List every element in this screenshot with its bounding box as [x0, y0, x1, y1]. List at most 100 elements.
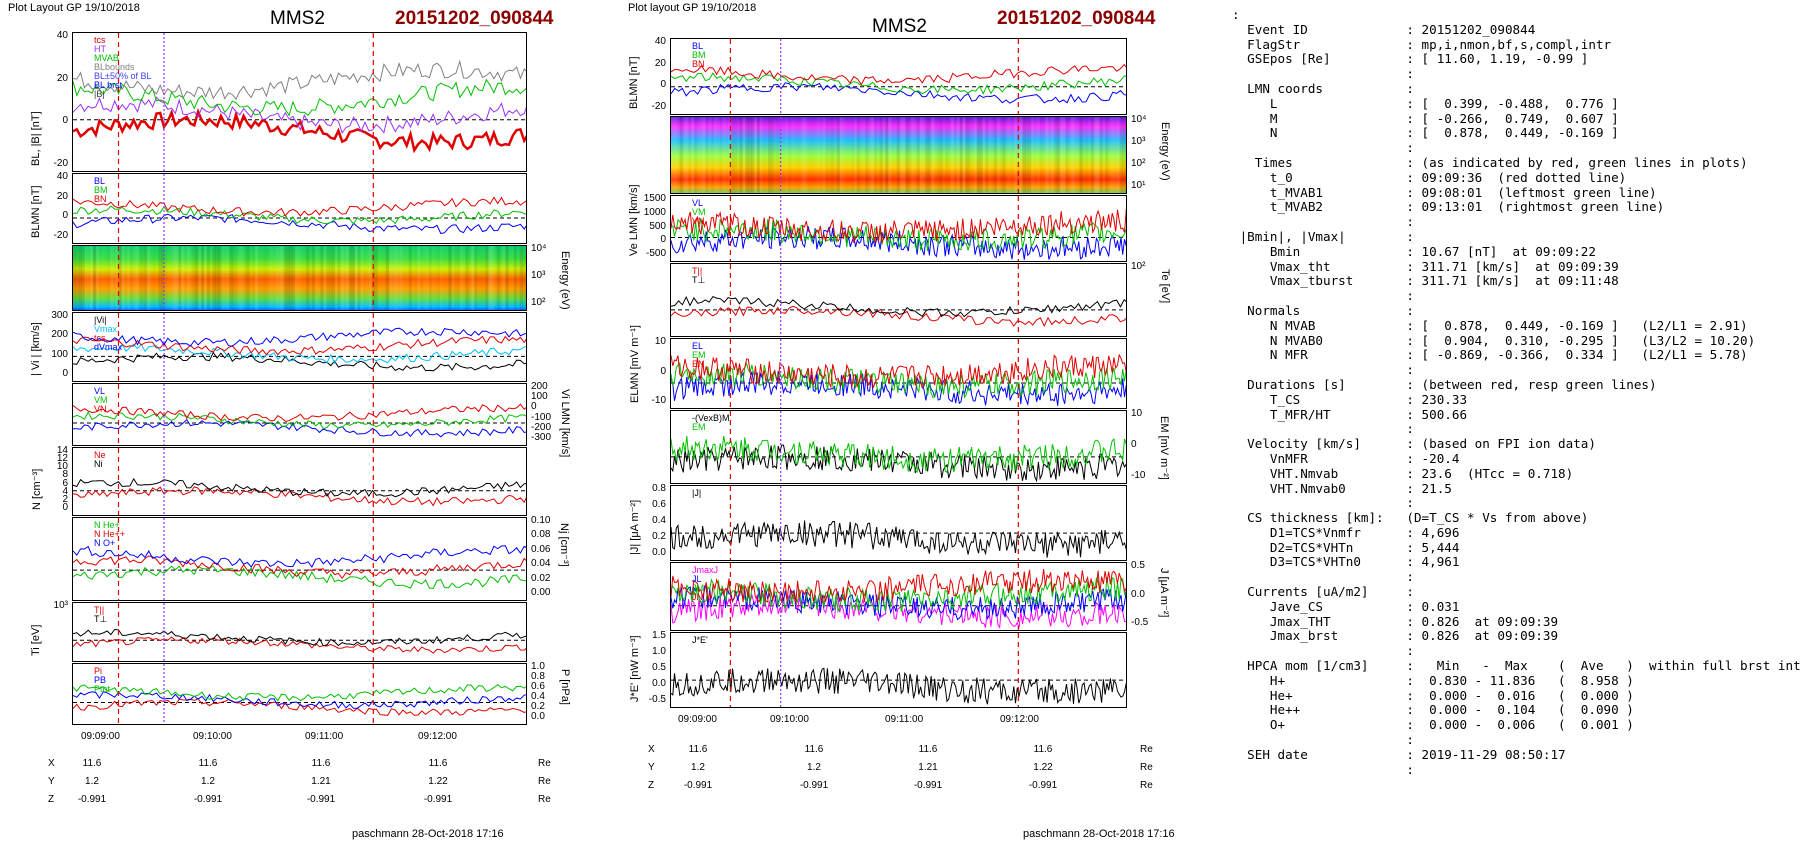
- spectrogram-column: [212, 246, 216, 310]
- spectrogram-column: [246, 246, 250, 310]
- y-axis-label: BLMN [nT]: [628, 56, 640, 109]
- legend-entry: |J|: [692, 488, 702, 498]
- info-line: D3=TCS*VHTn0 : 4,961: [1232, 554, 1460, 570]
- ephemeris-label: Y: [648, 762, 655, 773]
- panel-svg-vi: [73, 313, 526, 381]
- ephemeris-unit: Re: [538, 758, 551, 769]
- spectrogram-column: [870, 117, 875, 193]
- spectrogram-column: [190, 246, 193, 311]
- y-tick-label: -20: [53, 158, 68, 169]
- ephemeris-unit: Re: [1140, 780, 1153, 791]
- y-tick-label: 100: [51, 348, 68, 360]
- ephemeris-label: X: [648, 744, 655, 755]
- y-tick-label: -20: [53, 230, 68, 241]
- y-tick-label: 40: [654, 36, 666, 47]
- spectrogram-column: [314, 246, 319, 310]
- spectrogram-column: [417, 246, 421, 310]
- legend-entry: BLbounds: [94, 62, 135, 72]
- spectrogram-column: [1116, 117, 1120, 193]
- spectrogram-column: [127, 246, 131, 310]
- y-tick-label: 0.2: [652, 531, 666, 542]
- series-line: [73, 335, 526, 356]
- spectrogram-column: [1105, 117, 1109, 193]
- info-line: SEH date : 2019-11-29 08:50:17: [1232, 746, 1566, 762]
- spectrogram-column: [150, 246, 153, 311]
- series-line: [73, 418, 526, 438]
- spectrogram-column: [936, 117, 940, 193]
- spectrogram-column: [519, 246, 523, 310]
- panel-svg-n: [73, 448, 526, 515]
- series-line: [73, 683, 526, 702]
- spectrogram-column: [690, 117, 695, 193]
- series-line: [671, 225, 1126, 260]
- legend-entry: T⊥: [692, 275, 706, 285]
- spectrogram-column: [320, 246, 324, 310]
- y-axis-label: ELMN [mV m⁻¹]: [629, 325, 641, 403]
- spectrogram-column: [363, 246, 366, 311]
- spectrogram-column: [502, 246, 506, 310]
- spectrogram-column: [303, 246, 306, 311]
- spectrogram-column: [982, 117, 986, 193]
- spectrogram-column: [805, 117, 808, 194]
- y-tick-label: 0.5: [652, 662, 666, 673]
- spectrogram-column: [962, 117, 966, 193]
- spectrogram-column: [434, 246, 437, 311]
- middle-event-title: 20151202_090844: [997, 8, 1156, 29]
- ephemeris-value: -0.991: [913, 780, 943, 791]
- legend-entry: EM: [692, 422, 706, 432]
- spectrogram-column: [899, 117, 903, 193]
- spectrogram-column: [1059, 117, 1063, 193]
- legend-entry: JL: [692, 574, 702, 584]
- info-line: T_CS : 230.33: [1232, 391, 1468, 407]
- spectrogram-column: [1113, 117, 1118, 193]
- info-line: FlagStr : mp,i,nmon,bf,s,compl,intr: [1232, 36, 1612, 52]
- spectrogram-column: [1013, 117, 1018, 193]
- ephemeris-value: 1.21: [918, 762, 938, 773]
- y-axis-label: Energy (eV): [1159, 122, 1171, 181]
- y-tick-label-right: 10³: [1131, 136, 1146, 147]
- legend-entry: BN: [94, 194, 107, 204]
- spectrogram-column: [745, 117, 749, 193]
- spectrogram-column: [138, 246, 142, 310]
- y-tick-label-right: 10⁴: [531, 243, 547, 254]
- spectrogram-column: [511, 246, 514, 311]
- ephemeris-value: 1.21: [311, 776, 331, 787]
- panel-svg-vilmn: [73, 384, 526, 445]
- spectrogram-column: [522, 246, 526, 310]
- spectrogram-column: [297, 246, 301, 310]
- info-line: t_MVAB1 : 09:08:01 (leftmost green line): [1232, 184, 1657, 200]
- y-tick-label: 0: [62, 115, 68, 127]
- spectrogram-column: [959, 117, 963, 193]
- spectrogram-column: [1008, 117, 1012, 193]
- panel-vilmn: [72, 383, 527, 446]
- spectrogram-column: [910, 117, 915, 193]
- spectrogram-column: [210, 246, 213, 311]
- info-line: VnMFR : -20.4: [1232, 450, 1460, 466]
- y-tick-label: 1000: [643, 206, 666, 218]
- y-axis-label: P [nPa]: [559, 669, 571, 705]
- spectrogram-column: [158, 246, 162, 310]
- series-line: [73, 78, 526, 117]
- spectrogram-column: [1056, 117, 1060, 193]
- x-tick-label: 09:11:00: [885, 714, 924, 725]
- ephemeris-value: -0.991: [799, 780, 829, 791]
- spectrogram-column: [1099, 117, 1103, 193]
- spectrogram-column: [699, 117, 703, 193]
- panel-vi: [72, 312, 527, 382]
- y-tick-label-right: 0.6: [531, 681, 545, 692]
- spectrogram-column: [118, 246, 122, 310]
- ephemeris-value: 11.6: [1033, 744, 1053, 755]
- spectrogram-column: [882, 117, 886, 193]
- spectrogram-column: [81, 246, 85, 310]
- y-tick-label: 1.5: [652, 630, 666, 641]
- legend-entry: tcs: [94, 333, 106, 343]
- y-tick-label: 8: [62, 469, 68, 481]
- series-line: [671, 305, 1126, 328]
- spectrogram-column: [323, 246, 327, 310]
- series-line: [671, 370, 1126, 407]
- legend-entry: N He++: [94, 529, 126, 539]
- y-tick-label: 0: [62, 368, 68, 379]
- spectrogram-column: [759, 117, 763, 193]
- info-line: :: [1232, 66, 1414, 82]
- y-tick-label-right: -0.5: [1131, 617, 1149, 628]
